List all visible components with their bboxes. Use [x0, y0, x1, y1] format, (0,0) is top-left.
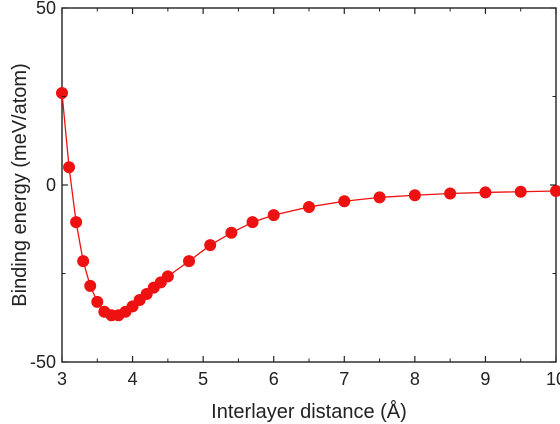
y-tick-label: 0 [46, 175, 56, 195]
x-tick-label: 4 [128, 369, 138, 389]
data-point [91, 295, 104, 308]
x-axis-title: Interlayer distance (Å) [211, 400, 407, 423]
data-point [84, 279, 97, 292]
data-point [56, 86, 68, 99]
data-point [267, 209, 280, 222]
data-point [161, 270, 174, 283]
x-tick-label: 5 [198, 369, 208, 389]
y-tick-label: -50 [30, 352, 56, 372]
x-tick-label: 8 [410, 369, 420, 389]
axes: 3 4 5 6 7 8 9 10 -50 0 50 [30, 0, 560, 389]
data-series [56, 86, 560, 322]
data-point [246, 216, 259, 229]
x-tick-label: 10 [546, 369, 560, 389]
data-point [373, 191, 386, 204]
x-tick-label: 3 [57, 369, 67, 389]
y-axis-title: Binding energy (meV/atom) [9, 63, 31, 306]
data-point [550, 185, 560, 198]
data-point [77, 255, 90, 268]
data-point [408, 189, 421, 202]
data-point [225, 226, 238, 239]
data-point [514, 185, 527, 198]
data-point [303, 200, 315, 213]
y-tick-label: 50 [36, 0, 56, 18]
data-point [338, 195, 351, 208]
data-point [444, 187, 457, 200]
data-point [183, 255, 196, 268]
x-tick-label: 9 [480, 369, 490, 389]
data-point [63, 161, 76, 174]
x-tick-label: 7 [339, 369, 349, 389]
data-point [204, 239, 217, 252]
data-point [479, 186, 492, 199]
data-point [70, 216, 83, 229]
x-tick-label: 6 [269, 369, 279, 389]
